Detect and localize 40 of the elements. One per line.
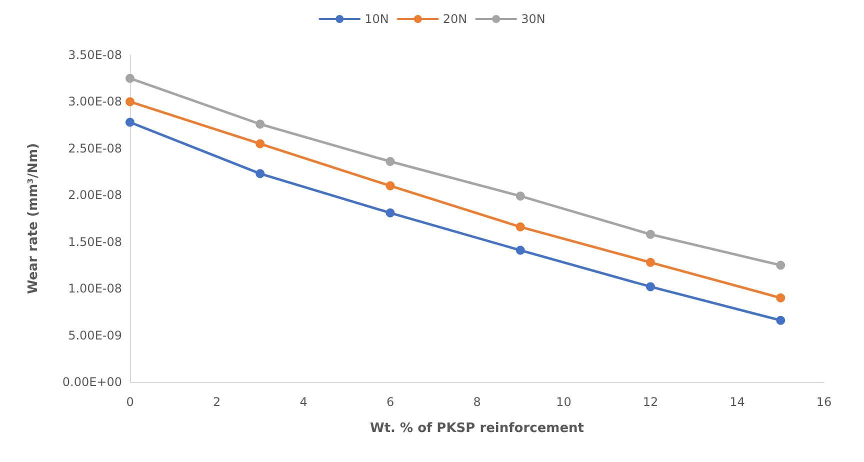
point	[126, 118, 134, 127]
point	[516, 222, 525, 232]
x-tick-label: 4	[300, 395, 308, 409]
y-tick-label: 5.00E-09	[68, 328, 122, 342]
point	[256, 120, 265, 129]
point	[776, 293, 786, 302]
y-tick-label: 2.00E-08	[68, 188, 122, 202]
legend-label: 30N	[521, 12, 546, 26]
point	[776, 260, 786, 270]
y-tick-label: 3.00E-08	[68, 94, 122, 109]
point	[386, 157, 395, 166]
x-tick-label: 8	[473, 395, 481, 409]
point	[126, 74, 134, 83]
point	[126, 97, 134, 106]
y-tick-label: 2.50E-08	[68, 141, 122, 156]
point	[516, 246, 525, 255]
y-axis-title: Wear rate (mm³/Nm)	[26, 143, 41, 294]
y-tick-label: 0.00E+00	[62, 375, 122, 389]
point	[386, 208, 395, 218]
legend-label: 10N	[364, 12, 389, 26]
point	[776, 316, 786, 325]
point	[646, 282, 655, 292]
point	[256, 169, 265, 178]
point	[646, 230, 655, 239]
x-tick-label: 12	[642, 395, 658, 409]
x-tick-label: 0	[126, 395, 134, 409]
y-tick-label: 1.00E-08	[68, 282, 122, 296]
x-tick-label: 10	[556, 395, 572, 409]
x-tick-label: 2	[212, 395, 221, 409]
point	[386, 181, 395, 190]
x-tick-label: 16	[816, 395, 832, 409]
y-tick-label: 1.50E-08	[68, 234, 122, 249]
point	[516, 192, 525, 201]
x-tick-label: 6	[386, 395, 394, 409]
y-tick-label: 3.50E-08	[68, 48, 122, 62]
point	[256, 139, 265, 148]
point	[646, 258, 655, 267]
legend-label: 20N	[442, 12, 468, 26]
x-axis-title: Wt. % of PKSP reinforcement	[370, 421, 584, 436]
x-tick-label: 14	[730, 395, 745, 409]
